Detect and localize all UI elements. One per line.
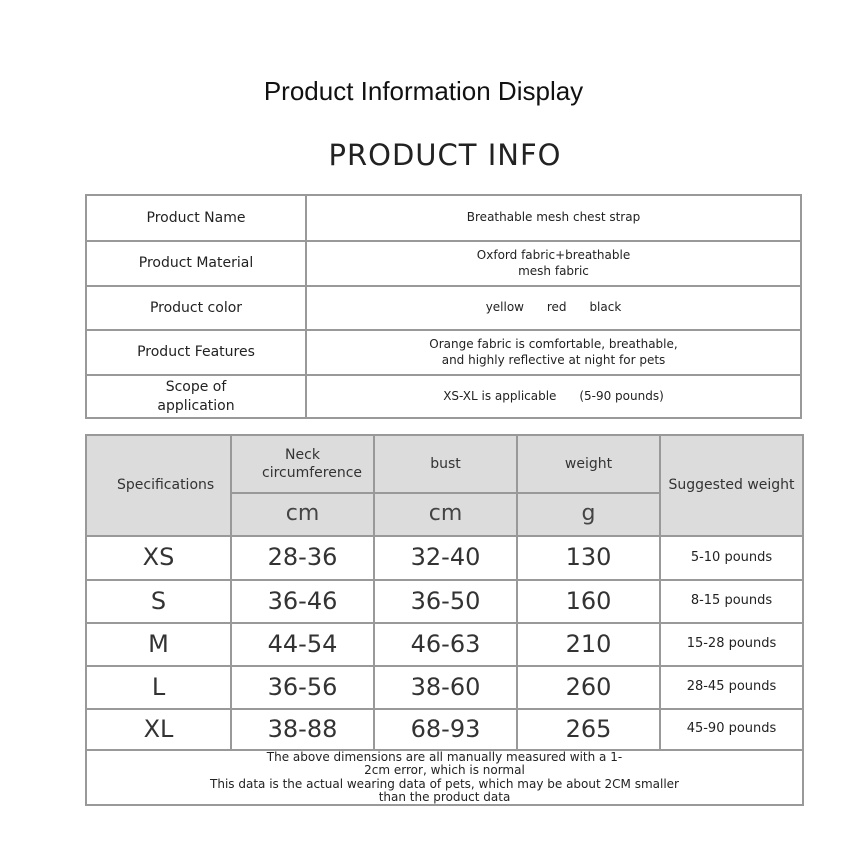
info-value: Orange fabric is comfortable, breathable… xyxy=(305,329,802,376)
info-label: Product Features xyxy=(85,329,307,376)
info-row: Product Material Oxford fabric+breathable… xyxy=(85,240,802,287)
bust-cell: 32-40 xyxy=(373,535,518,581)
neck-cell: 36-56 xyxy=(230,665,375,710)
suggested-cell: 28-45 pounds xyxy=(659,665,804,710)
product-info-table: Product Name Breathable mesh chest strap … xyxy=(85,194,802,419)
table-row: L 36-56 38-60 260 28-45 pounds xyxy=(85,665,804,710)
weight-cell: 130 xyxy=(516,535,661,581)
info-row: Product color yellow red black xyxy=(85,285,802,331)
size-cell: XL xyxy=(85,708,232,751)
bust-cell: 36-50 xyxy=(373,579,518,624)
footnote-row: The above dimensions are all manually me… xyxy=(85,749,804,806)
footnote-cell: The above dimensions are all manually me… xyxy=(85,749,804,806)
info-row: Product Name Breathable mesh chest strap xyxy=(85,194,802,242)
table-row: XS 28-36 32-40 130 5-10 pounds xyxy=(85,535,804,581)
info-value: Oxford fabric+breathable mesh fabric xyxy=(305,240,802,287)
weight-cell: 210 xyxy=(516,622,661,667)
info-value: XS-XL is applicable (5-90 pounds) xyxy=(305,374,802,419)
info-label: Product Material xyxy=(85,240,307,287)
neck-cell: 38-88 xyxy=(230,708,375,751)
info-row: Scope of application XS-XL is applicable … xyxy=(85,374,802,419)
info-label: Scope of application xyxy=(85,374,307,419)
header-weight: weight xyxy=(516,434,661,494)
header-spec: Specifications xyxy=(85,434,232,537)
page-title: Product Information Display xyxy=(263,76,584,106)
unit-neck: cm xyxy=(230,492,375,537)
info-value: Breathable mesh chest strap xyxy=(305,194,802,242)
suggested-cell: 5-10 pounds xyxy=(659,535,804,581)
unit-bust: cm xyxy=(373,492,518,537)
header-suggested: Suggested weight xyxy=(659,434,804,537)
info-label: Product Name xyxy=(85,194,307,242)
unit-weight: g xyxy=(516,492,661,537)
suggested-cell: 45-90 pounds xyxy=(659,708,804,751)
table-row: M 44-54 46-63 210 15-28 pounds xyxy=(85,622,804,667)
table-row: S 36-46 36-50 160 8-15 pounds xyxy=(85,579,804,624)
bust-cell: 46-63 xyxy=(373,622,518,667)
neck-cell: 28-36 xyxy=(230,535,375,581)
info-label: Product color xyxy=(85,285,307,331)
size-cell: L xyxy=(85,665,232,710)
section-title: PRODUCT INFO xyxy=(328,138,562,172)
header-neck: Neck circumference xyxy=(230,434,375,494)
weight-cell: 265 xyxy=(516,708,661,751)
size-cell: M xyxy=(85,622,232,667)
neck-cell: 44-54 xyxy=(230,622,375,667)
weight-cell: 260 xyxy=(516,665,661,710)
size-cell: XS xyxy=(85,535,232,581)
info-value: yellow red black xyxy=(305,285,802,331)
table-row: XL 38-88 68-93 265 45-90 pounds xyxy=(85,708,804,751)
suggested-cell: 15-28 pounds xyxy=(659,622,804,667)
suggested-cell: 8-15 pounds xyxy=(659,579,804,624)
info-row: Product Features Orange fabric is comfort… xyxy=(85,329,802,376)
size-table: Specifications Neck circumference bust w… xyxy=(85,434,804,806)
bust-cell: 68-93 xyxy=(373,708,518,751)
footnote-2: This data is the actual wearing data of … xyxy=(210,776,679,804)
bust-cell: 38-60 xyxy=(373,665,518,710)
neck-cell: 36-46 xyxy=(230,579,375,624)
size-cell: S xyxy=(85,579,232,624)
footnote-1: The above dimensions are all manually me… xyxy=(266,750,623,778)
weight-cell: 160 xyxy=(516,579,661,624)
header-bust: bust xyxy=(373,434,518,494)
